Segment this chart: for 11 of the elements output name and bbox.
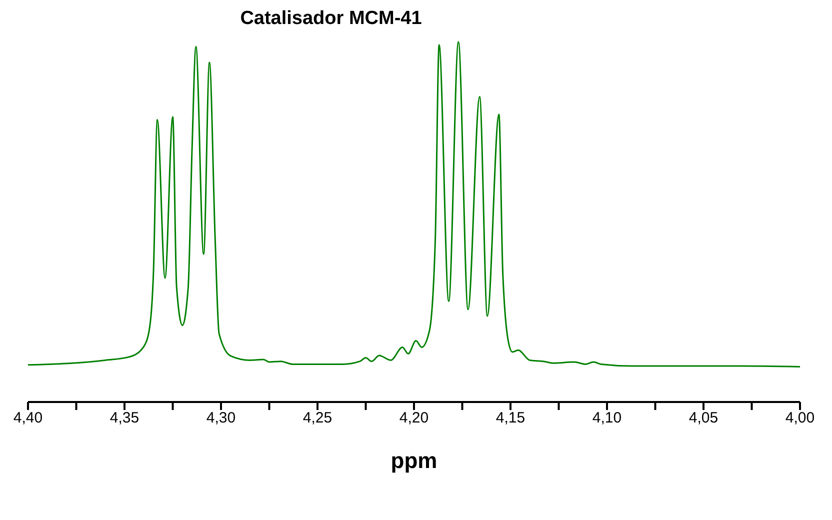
x-tick-label: 4,20 [399,410,429,427]
x-tick-label: 4,30 [206,410,236,427]
x-tick-label: 4,10 [592,410,622,427]
x-tick-label: 4,25 [302,410,332,427]
x-tick-label: 4,35 [110,410,140,427]
x-tick-label: 4,15 [496,410,526,427]
x-axis-title: ppm [390,448,438,473]
chart-title: Catalisador MCM-41 [239,8,423,31]
x-tick-label: 4,40 [13,410,43,427]
x-tick-label: 4,00 [785,410,815,427]
x-tick-label: 4,05 [688,410,718,427]
